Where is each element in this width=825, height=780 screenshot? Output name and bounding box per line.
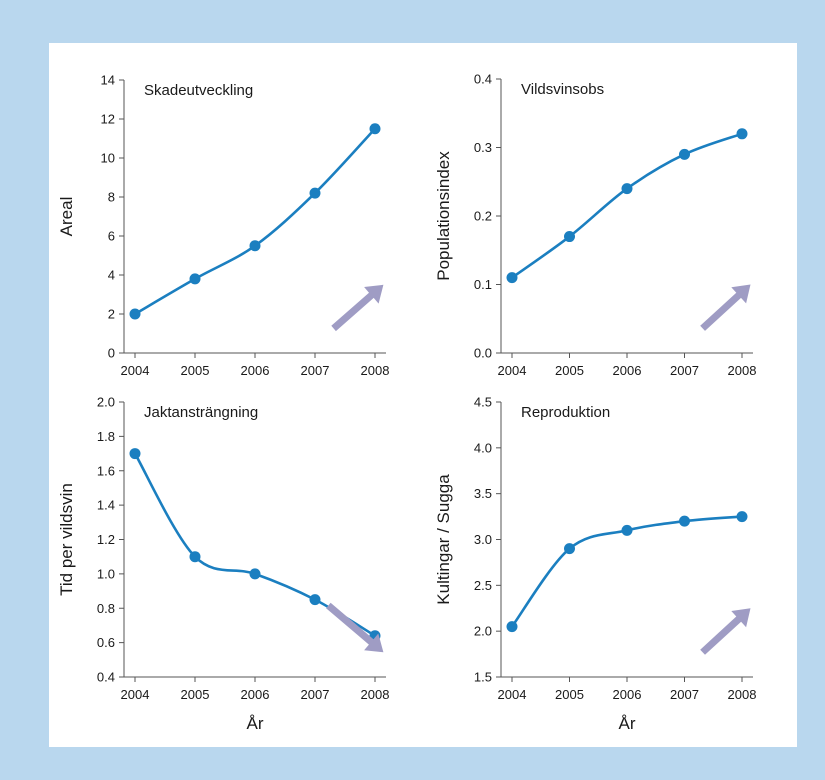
series-line [511, 132, 743, 279]
x-tick-label: 2008 [728, 363, 757, 378]
data-point [506, 272, 518, 284]
y-tick-label: 0.3 [474, 140, 492, 155]
x-tick-label: 2008 [361, 363, 390, 378]
data-point [129, 448, 141, 460]
data-point [621, 183, 633, 195]
x-tick-label: 2007 [301, 363, 330, 378]
x-tick-label: 2005 [181, 363, 210, 378]
y-tick-label: 4 [108, 268, 115, 283]
y-tick-label: 0.8 [97, 601, 115, 616]
y-axis-label: Tid per vildsvin [57, 483, 76, 596]
y-tick-label: 6 [108, 229, 115, 244]
x-tick-label: 2006 [613, 687, 642, 702]
chart-panel-2: 0.0 0.1 0.2 0.3 0.4 2004 2005 2006 2007 2008 Vilds… [434, 72, 756, 379]
chart-panel-4: 1.5 2.0 2.5 3.0 3.5 4.0 4.5 2004 2005 2006 2007 200… [434, 395, 756, 734]
y-tick-label: 12 [101, 112, 115, 127]
data-point [249, 568, 261, 580]
x-tick-label: 2005 [555, 687, 584, 702]
x-tick-label: 2004 [121, 363, 150, 378]
y-tick-label: 1.8 [97, 429, 115, 444]
y-tick-label: 0.4 [474, 72, 492, 87]
y-tick-label: 0.4 [97, 670, 115, 685]
chart-title: Vildsvinsobs [521, 81, 604, 98]
x-tick-label: 2008 [728, 687, 757, 702]
y-tick-label: 8 [108, 190, 115, 205]
data-point [309, 187, 321, 199]
y-tick-label: 2.5 [474, 578, 492, 593]
x-tick-label: 2007 [670, 363, 699, 378]
charts-svg: 0 2 4 6 8 10 12 14 2004 2005 2006 2007 2008 Skadeutve… [57, 72, 756, 734]
x-tick-label: 2007 [670, 687, 699, 702]
trend-up-arrow-icon [700, 608, 751, 655]
data-point [564, 231, 575, 243]
x-axis-label: År [247, 714, 264, 733]
x-tick-label: 2006 [613, 363, 642, 378]
y-tick-label: 0.2 [474, 209, 492, 224]
data-point [564, 543, 575, 555]
chart-panel-3: 0.4 0.6 0.8 1.0 1.2 1.4 1.6 1.8 2.0 2004 2005 2006 2… [57, 395, 389, 734]
y-tick-label: 3.5 [474, 486, 492, 501]
data-point [369, 123, 381, 135]
trend-up-arrow-icon [331, 284, 384, 332]
trend-down-arrow-icon [326, 602, 384, 653]
y-tick-label: 2.0 [474, 624, 492, 639]
y-tick-label: 3.0 [474, 532, 492, 547]
series-line [133, 452, 376, 637]
x-tick-label: 2004 [121, 687, 150, 702]
data-point [309, 594, 321, 606]
chart-title: Reproduktion [521, 404, 610, 421]
y-tick-label: 10 [101, 151, 115, 166]
x-tick-label: 2006 [241, 687, 270, 702]
y-axis-label: Kultingar / Sugga [434, 474, 453, 605]
y-tick-label: 1.6 [97, 463, 115, 478]
figure-frame: 0 2 4 6 8 10 12 14 2004 2005 2006 2007 2008 Skadeutve… [49, 43, 797, 747]
y-axis-label: Populationsindex [434, 151, 453, 281]
data-point [506, 621, 518, 633]
y-tick-label: 4.0 [474, 440, 492, 455]
y-tick-label: 1.4 [97, 498, 115, 513]
y-tick-label: 1.0 [97, 566, 115, 581]
y-tick-label: 2 [108, 307, 115, 322]
data-point [129, 308, 141, 320]
y-tick-label: 14 [101, 73, 115, 88]
y-axis-label: Areal [57, 197, 76, 237]
y-tick-label: 2.0 [97, 395, 115, 410]
x-tick-label: 2008 [361, 687, 390, 702]
x-tick-label: 2007 [301, 687, 330, 702]
x-tick-label: 2004 [498, 687, 527, 702]
chart-title: Jaktansträngning [144, 404, 258, 421]
y-tick-label: 0.6 [97, 635, 115, 650]
series-line [134, 127, 376, 316]
x-tick-label: 2005 [555, 363, 584, 378]
x-tick-label: 2005 [181, 687, 210, 702]
y-tick-label: 4.5 [474, 395, 492, 410]
data-point [736, 511, 748, 523]
y-tick-label: 0 [108, 346, 115, 361]
x-axis-label: År [619, 714, 636, 733]
y-tick-label: 0.0 [474, 346, 492, 361]
data-point [679, 148, 690, 160]
y-tick-label: 1.2 [97, 532, 115, 547]
trend-up-arrow-icon [700, 284, 751, 331]
data-point [189, 273, 201, 285]
data-point [189, 551, 201, 563]
chart-panel-1: 0 2 4 6 8 10 12 14 2004 2005 2006 2007 2008 Skadeutve… [57, 73, 389, 379]
chart-title: Skadeutveckling [144, 82, 253, 99]
x-tick-label: 2006 [241, 363, 270, 378]
x-tick-label: 2004 [498, 363, 527, 378]
y-tick-label: 1.5 [474, 670, 492, 685]
data-point [621, 524, 633, 536]
data-point [736, 128, 748, 140]
data-point [249, 240, 261, 252]
data-point [679, 515, 690, 527]
y-tick-label: 0.1 [474, 277, 492, 292]
